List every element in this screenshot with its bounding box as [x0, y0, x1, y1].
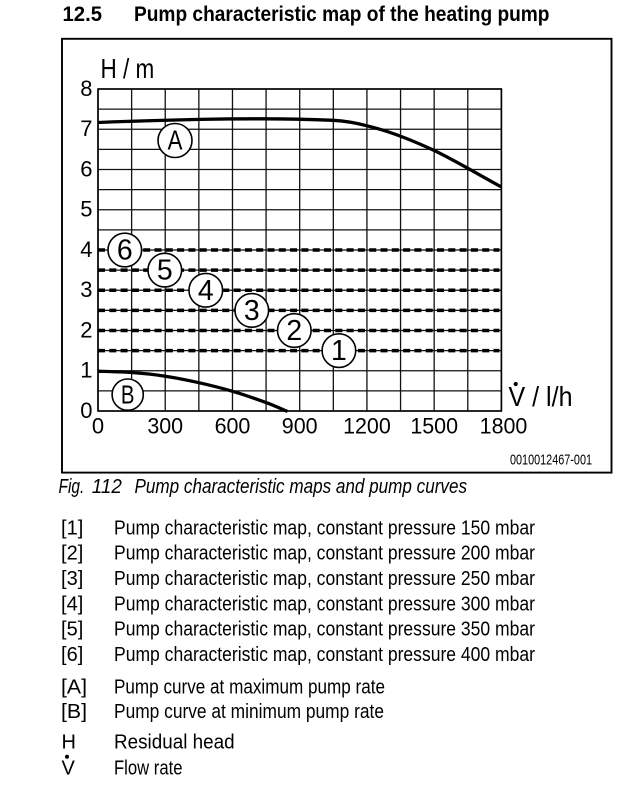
svg-text:[1]: [1] — [61, 517, 83, 539]
svg-text:Residual head: Residual head — [114, 731, 235, 753]
svg-text:4: 4 — [198, 275, 214, 307]
svg-text:300: 300 — [147, 414, 183, 439]
svg-text:[4]: [4] — [61, 593, 83, 615]
svg-text:112: 112 — [92, 476, 122, 498]
svg-text:4: 4 — [80, 237, 92, 262]
svg-text:[3]: [3] — [61, 568, 83, 590]
svg-text:1: 1 — [331, 335, 347, 367]
svg-text:V: V — [62, 758, 76, 780]
svg-text:0010012467-001: 0010012467-001 — [510, 452, 592, 468]
svg-text:H: H — [62, 731, 76, 753]
svg-text:[B]: [B] — [61, 701, 87, 723]
svg-text:Pump curve at maximum pump rat: Pump curve at maximum pump rate — [114, 677, 385, 699]
svg-text:600: 600 — [215, 414, 251, 439]
svg-text:8: 8 — [80, 76, 92, 101]
svg-text:1200: 1200 — [343, 414, 391, 439]
svg-text:3: 3 — [80, 277, 92, 302]
svg-text:6: 6 — [117, 235, 133, 267]
svg-text:0: 0 — [80, 398, 92, 423]
svg-text:Pump characteristic map, const: Pump characteristic map, constant pressu… — [114, 517, 535, 539]
svg-text:Pump characteristic maps and p: Pump characteristic maps and pump curves — [135, 476, 468, 498]
svg-text:Pump curve at minimum pump rat: Pump curve at minimum pump rate — [114, 701, 384, 723]
svg-text:12.5: 12.5 — [63, 1, 103, 26]
svg-text:5: 5 — [80, 197, 92, 222]
svg-text:[2]: [2] — [61, 543, 83, 565]
svg-text:Pump characteristic map, const: Pump characteristic map, constant pressu… — [114, 644, 535, 666]
svg-text:6: 6 — [80, 156, 92, 181]
svg-text:2: 2 — [286, 315, 302, 347]
svg-text:3: 3 — [244, 295, 260, 327]
svg-text:Pump characteristic map, const: Pump characteristic map, constant pressu… — [114, 619, 535, 641]
svg-text:5: 5 — [157, 255, 173, 287]
svg-text:2: 2 — [80, 317, 92, 342]
svg-text:Pump characteristic map, const: Pump characteristic map, constant pressu… — [114, 593, 535, 615]
svg-text:V / l/h: V / l/h — [509, 381, 573, 412]
svg-text:[5]: [5] — [61, 619, 83, 641]
svg-text:Pump characteristic map of the: Pump characteristic map of the heating p… — [134, 1, 550, 26]
svg-text:B: B — [121, 380, 135, 410]
svg-text:7: 7 — [80, 116, 92, 141]
svg-text:Pump characteristic map, const: Pump characteristic map, constant pressu… — [114, 568, 535, 590]
svg-text:1: 1 — [80, 358, 92, 383]
svg-text:[A]: [A] — [61, 677, 87, 699]
svg-text:[6]: [6] — [61, 644, 83, 666]
svg-text:A: A — [168, 124, 183, 155]
svg-text:H / m: H / m — [101, 53, 155, 84]
svg-text:Pump characteristic map, const: Pump characteristic map, constant pressu… — [114, 543, 535, 565]
svg-text:1800: 1800 — [480, 414, 528, 439]
svg-text:0: 0 — [92, 414, 104, 439]
svg-text:Fig.: Fig. — [59, 476, 85, 498]
svg-text:Flow rate: Flow rate — [114, 758, 183, 780]
svg-text:1500: 1500 — [410, 414, 458, 439]
svg-text:900: 900 — [282, 414, 318, 439]
